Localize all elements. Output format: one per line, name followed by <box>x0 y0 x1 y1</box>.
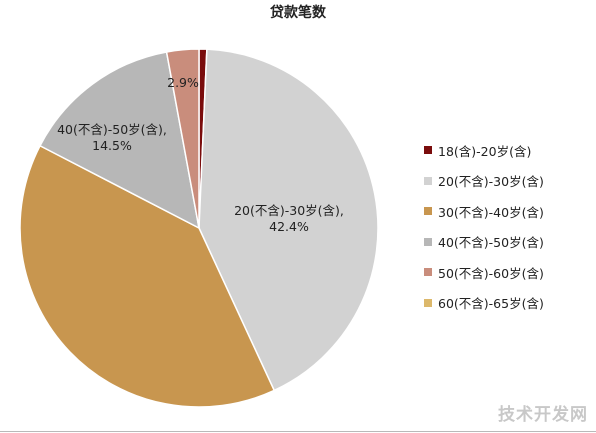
legend-label: 18(含)-20岁(含) <box>438 143 532 159</box>
legend-swatch <box>424 146 432 154</box>
legend: 18(含)-20岁(含) 20(不含)-30岁(含) 30(不含)-40岁(含) 40… <box>424 140 589 323</box>
legend-swatch <box>424 298 432 307</box>
legend-item-2: 20(不含)-30岁(含) <box>424 171 589 191</box>
pie-slice-4 <box>39 51 201 230</box>
legend-label: 60(不含)-65岁(含) <box>438 296 544 311</box>
legend-item-3: 30(不含)-40岁(含) <box>424 201 589 221</box>
legend-swatch <box>424 237 432 246</box>
legend-swatch <box>424 207 432 215</box>
legend-label: 40(不含)-50岁(含) <box>438 235 544 250</box>
legend-item-4: 40(不含)-50岁(含) <box>424 232 589 252</box>
legend-label: 50(不含)-60岁(含) <box>438 265 544 281</box>
legend-swatch <box>424 176 432 185</box>
slice-label-2: 20(不含)-30岁(含), 42.4% <box>234 203 344 234</box>
legend-item-5: 50(不含)-60岁(含) <box>424 262 589 282</box>
legend-label: 30(不含)-40岁(含) <box>438 204 544 220</box>
legend-item-1: 18(含)-20岁(含) <box>424 140 589 160</box>
legend-swatch <box>424 268 432 276</box>
pie-slice-2 <box>198 48 379 392</box>
chart-title: 贷款笔数 <box>270 5 326 21</box>
pie-slice-5 <box>165 48 200 229</box>
watermark: 技术开发网 <box>498 405 588 425</box>
slice-label-5: 2.9% <box>167 75 199 90</box>
legend-item-6: 60(不含)-65岁(含) <box>424 293 589 313</box>
legend-label: 20(不含)-30岁(含) <box>438 174 544 189</box>
pie-slice-3 <box>19 144 276 408</box>
slice-label-4: 40(不含)-50岁(含), 14.5% <box>57 122 167 153</box>
bottom-rule <box>0 431 596 432</box>
